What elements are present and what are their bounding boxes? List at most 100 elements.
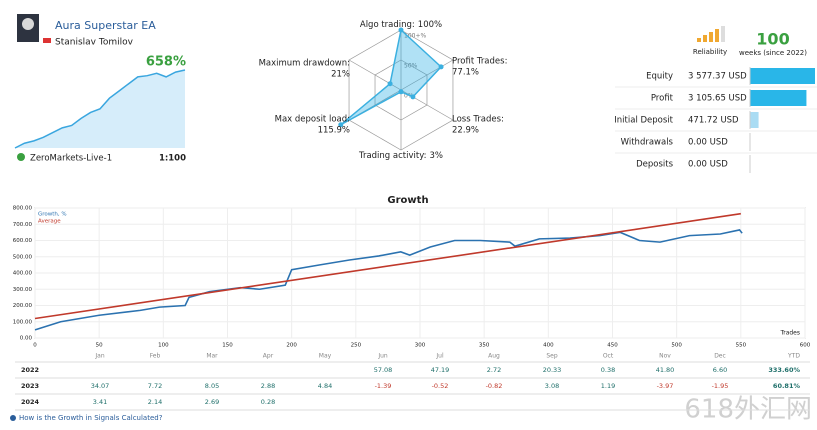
table-cell: 333.60%: [768, 366, 800, 374]
table-header: May: [319, 353, 332, 360]
table-cell: 2.69: [205, 398, 219, 406]
radar-axis-name: Max deposit load:: [275, 115, 350, 125]
table-cell: -0.82: [486, 382, 503, 390]
table-cell: -1.39: [375, 382, 392, 390]
mini-line: [14, 69, 186, 149]
radar-point: [387, 81, 393, 87]
help-link[interactable]: How is the Growth in Signals Calculated?: [19, 414, 163, 422]
reliability-bar: [709, 32, 713, 42]
flag: [43, 38, 51, 43]
y-tick-label: 200.00: [13, 303, 33, 309]
series-line: [34, 229, 743, 331]
table-header: Feb: [150, 353, 161, 360]
table-cell: 0.38: [601, 366, 615, 374]
table-cell: 57.08: [374, 366, 393, 374]
stat-value: 3 577.37 USD: [688, 72, 747, 82]
stat-value: 0.00 USD: [688, 138, 728, 148]
table-header: YTD: [787, 353, 800, 360]
table-cell: 4.84: [318, 382, 332, 390]
table-cell: 1.19: [601, 382, 615, 390]
y-tick-label: 600.00: [13, 238, 33, 244]
radar-point: [338, 122, 344, 128]
table-cell: 3.41: [93, 398, 107, 406]
table-cell: -0.52: [432, 382, 449, 390]
reliability-bar: [721, 26, 725, 42]
y-tick-label: 400.00: [13, 271, 33, 277]
radar-label: Algo trading: 100%: [360, 20, 442, 30]
x-tick-label: 50: [96, 343, 103, 349]
table-cell: 47.19: [431, 366, 450, 374]
x-tick-label: 300: [415, 343, 426, 349]
table-cell: -1.95: [712, 382, 729, 390]
table-header: Nov: [659, 353, 671, 360]
leverage: 1:100: [159, 154, 186, 164]
table-header: Aug: [488, 353, 500, 360]
radar-axis-value: 77.1%: [452, 68, 479, 78]
table-header: Sep: [546, 353, 558, 360]
x-tick-label: 100: [158, 343, 169, 349]
weeks-label: weeks (since 2022): [739, 49, 807, 57]
table-cell: 34.07: [91, 382, 110, 390]
x-tick-label: 550: [736, 343, 747, 349]
table-header: Dec: [714, 353, 726, 360]
stat-label: Withdrawals: [621, 138, 674, 148]
table-year: 2024: [21, 398, 40, 406]
radar-tick-label: 100+%: [404, 33, 426, 40]
reliability-bar: [715, 29, 719, 42]
table-year: 2022: [21, 366, 39, 374]
x-tick-label: 600: [800, 343, 811, 349]
table-cell: 2.14: [148, 398, 162, 406]
table-cell: 20.33: [543, 366, 562, 374]
stat-value: 3 105.65 USD: [688, 94, 747, 104]
stat-label: Deposits: [636, 160, 673, 170]
author[interactable]: Stanislav Tomilov: [55, 38, 134, 48]
avatar-face: [22, 18, 34, 30]
x-tick-label: 350: [479, 343, 490, 349]
radar-tick-label: 0%: [404, 93, 414, 100]
radar-point: [398, 89, 404, 95]
table-cell: 2.72: [487, 366, 501, 374]
x-tick-label: 500: [671, 343, 682, 349]
radar-tick-label: 50%: [404, 63, 418, 70]
stat-bar: [750, 112, 759, 128]
growth-title: Growth: [387, 195, 428, 206]
stat-value: 0.00 USD: [688, 160, 728, 170]
table-cell: 6.60: [713, 366, 727, 374]
y-tick-label: 700.00: [13, 222, 33, 228]
ea-name[interactable]: Aura Superstar EA: [55, 19, 156, 32]
table-header: Jun: [377, 353, 388, 360]
legend-entry: Average: [38, 219, 61, 225]
radar-axis-name: Profit Trades:: [452, 57, 507, 67]
radar-axis-value: 22.9%: [452, 126, 479, 136]
stat-bar: [750, 90, 807, 106]
radar-axis-value: 100%: [418, 20, 442, 30]
y-tick-label: 100.00: [13, 319, 33, 325]
radar-point: [410, 94, 416, 100]
table-header: Mar: [206, 353, 218, 360]
radar-axis-value: 3%: [429, 151, 443, 161]
radar-axis-value: 115.9%: [318, 126, 350, 136]
stat-label: Equity: [646, 72, 673, 82]
table-cell: 7.72: [148, 382, 162, 390]
table-cell: 8.05: [205, 382, 219, 390]
table-year: 2023: [21, 382, 39, 390]
y-tick-label: 0.00: [20, 336, 33, 342]
account: ZeroMarkets-Live-1: [30, 154, 112, 164]
weeks: 100: [756, 30, 789, 49]
table-header: Jan: [94, 353, 104, 360]
radar-axis-name: Trading activity:: [358, 151, 426, 161]
radar-point: [438, 64, 444, 70]
stat-bar: [750, 68, 815, 84]
help-icon: [10, 415, 16, 421]
x-tick-label: 150: [222, 343, 233, 349]
table-cell: 0.28: [261, 398, 275, 406]
radar-spoke: [348, 59, 402, 91]
table-cell: 3.08: [545, 382, 559, 390]
table-cell: -3.97: [657, 382, 674, 390]
table-cell: 41.80: [656, 366, 675, 374]
check-icon: [17, 153, 25, 161]
legend-entry: Growth, %: [38, 212, 67, 218]
table-header: Apr: [263, 353, 274, 360]
reliability-bar: [697, 38, 701, 42]
